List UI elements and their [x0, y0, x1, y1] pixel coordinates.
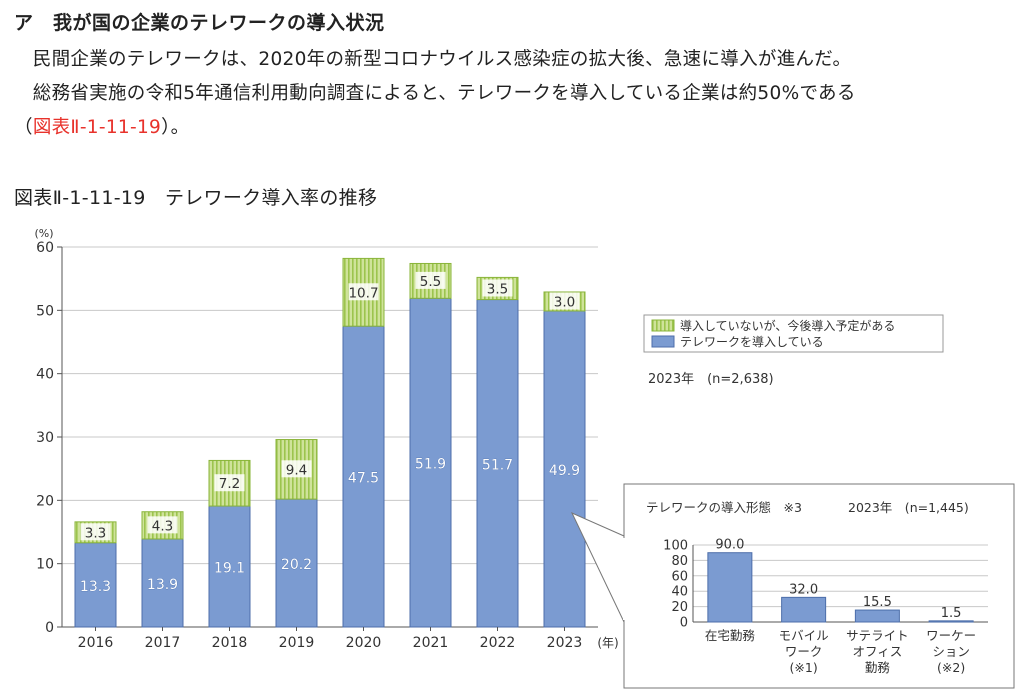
inset-title: テレワークの導入形態 ※3 — [646, 500, 802, 515]
x-tick-label: 2022 — [480, 635, 516, 651]
data-label-planned: 5.5 — [420, 274, 441, 290]
inset-note: 2023年 (n=1,445) — [848, 500, 969, 515]
data-label-bg — [549, 292, 580, 310]
inset-x-tick-label: オフィス — [852, 644, 902, 659]
inset-x-tick-label: ワーク — [785, 644, 823, 659]
legend-note: 2023年 (n=2,638) — [648, 372, 774, 387]
y-tick-label: 20 — [36, 493, 54, 509]
inset-x-tick-label: サテライト — [846, 628, 909, 643]
bar-adopted — [208, 505, 251, 628]
inset-x-tick-label: 勤務 — [865, 660, 891, 675]
x-tick-label: 2017 — [145, 635, 181, 651]
x-tick-label: 2019 — [279, 635, 315, 651]
bar-adopted — [476, 299, 519, 628]
data-label-planned: 4.3 — [152, 518, 173, 534]
inset-x-tick-label: ション — [932, 644, 970, 659]
y-tick-label: 10 — [36, 557, 54, 573]
data-label-adopted: 51.9 — [415, 457, 446, 473]
data-label-adopted: 51.7 — [482, 457, 513, 473]
y-tick-label: 30 — [36, 430, 54, 446]
inset-bar — [707, 552, 753, 623]
data-label-bg — [281, 460, 312, 478]
x-unit-label: (年) — [597, 636, 618, 650]
data-label-planned: 10.7 — [348, 285, 378, 301]
data-label-bg — [348, 283, 379, 301]
inset-y-tick-label: 60 — [671, 569, 688, 584]
legend-label-adopted: テレワークを導入している — [680, 335, 824, 349]
section-heading: ア 我が国の企業のテレワークの導入状況 — [14, 12, 385, 34]
data-label-planned: 3.3 — [85, 525, 106, 541]
data-label-adopted: 20.2 — [281, 557, 312, 573]
data-label-adopted: 13.3 — [80, 579, 111, 595]
inset-y-tick-label: 80 — [671, 554, 688, 569]
bar-adopted — [543, 310, 586, 628]
y-tick-label: 50 — [36, 303, 54, 319]
paragraph-line-3: （図表Ⅱ-1-11-19）。 — [14, 112, 189, 144]
inset-y-tick-label: 20 — [671, 600, 688, 615]
inset-x-tick-label: (※2) — [937, 660, 965, 675]
data-label-bg — [415, 271, 446, 289]
x-tick-label: 2021 — [413, 635, 449, 651]
inset-x-tick-label: 在宅勤務 — [705, 628, 756, 643]
inset-data-label: 1.5 — [941, 606, 962, 621]
figure-reference-link[interactable]: 図表Ⅱ-1-11-19 — [32, 117, 162, 138]
y-tick-label: 0 — [45, 620, 54, 636]
data-label-bg — [482, 279, 513, 297]
data-label-bg — [147, 516, 178, 534]
inset-data-label: 90.0 — [715, 538, 744, 553]
legend-swatch-adopted — [651, 335, 675, 348]
data-label-planned: 3.0 — [554, 294, 575, 310]
x-tick-label: 2016 — [78, 635, 114, 651]
inset-bar — [928, 620, 974, 623]
data-label-planned: 7.2 — [219, 476, 240, 492]
inset-bar — [854, 609, 900, 623]
data-label-adopted: 49.9 — [549, 463, 580, 479]
legend-label-planned: 導入していないが、今後導入予定がある — [680, 318, 895, 333]
data-label-planned: 3.5 — [487, 281, 508, 297]
data-label-bg — [214, 474, 245, 492]
ref-open: （ — [14, 117, 33, 138]
inset-x-tick-label: (※1) — [790, 660, 818, 675]
data-label-bg — [80, 523, 111, 541]
ref-close: ）。 — [161, 117, 190, 138]
data-label-adopted: 47.5 — [348, 471, 379, 487]
x-tick-label: 2018 — [212, 635, 248, 651]
data-label-adopted: 19.1 — [214, 561, 245, 577]
inset-data-label: 32.0 — [789, 582, 818, 597]
bar-adopted — [275, 498, 318, 628]
inset-y-tick-label: 40 — [671, 585, 688, 600]
data-label-adopted: 13.9 — [147, 577, 178, 593]
x-tick-label: 2023 — [547, 635, 583, 651]
inset-y-tick-label: 100 — [663, 539, 688, 554]
y-tick-label: 60 — [36, 240, 54, 256]
legend-swatch-planned — [651, 319, 675, 332]
inset-x-tick-label: モバイル — [779, 628, 829, 643]
x-tick-label: 2020 — [346, 635, 382, 651]
bar-adopted — [409, 297, 452, 628]
paragraph-line-1: 民間企業のテレワークは、2020年の新型コロナウイルス感染症の拡大後、急速に導入… — [14, 49, 852, 70]
inset-y-tick-label: 0 — [680, 616, 688, 631]
y-unit-label: (%) — [34, 227, 53, 240]
inset-x-tick-label: ワーケー — [926, 628, 976, 643]
figure-title: 図表Ⅱ-1-11-19 テレワーク導入率の推移 — [14, 187, 378, 209]
inset-data-label: 15.5 — [863, 595, 892, 610]
paragraph-line-2: 総務省実施の令和5年通信利用動向調査によると、テレワークを導入している企業は約5… — [14, 83, 856, 104]
data-label-planned: 9.4 — [286, 462, 307, 478]
inset-bar — [781, 596, 827, 623]
legend-box — [643, 314, 944, 353]
y-tick-label: 40 — [36, 367, 54, 383]
